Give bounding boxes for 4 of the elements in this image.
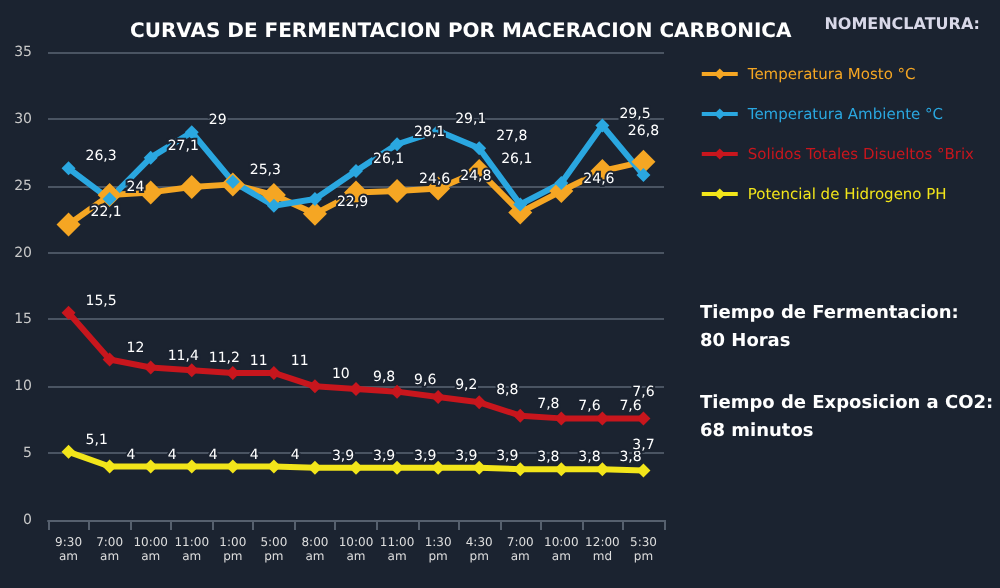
legend-title: NOMENCLATURA: (824, 15, 981, 33)
text: Tiempo de Exposicion a CO2: 68 minutos (700, 394, 994, 442)
chart-title: CURVAS DE FERMENTACION POR MACERACION CARBONICA (130, 21, 793, 43)
text: Tiempo de Fermentacion: 80 Horas (700, 304, 959, 352)
